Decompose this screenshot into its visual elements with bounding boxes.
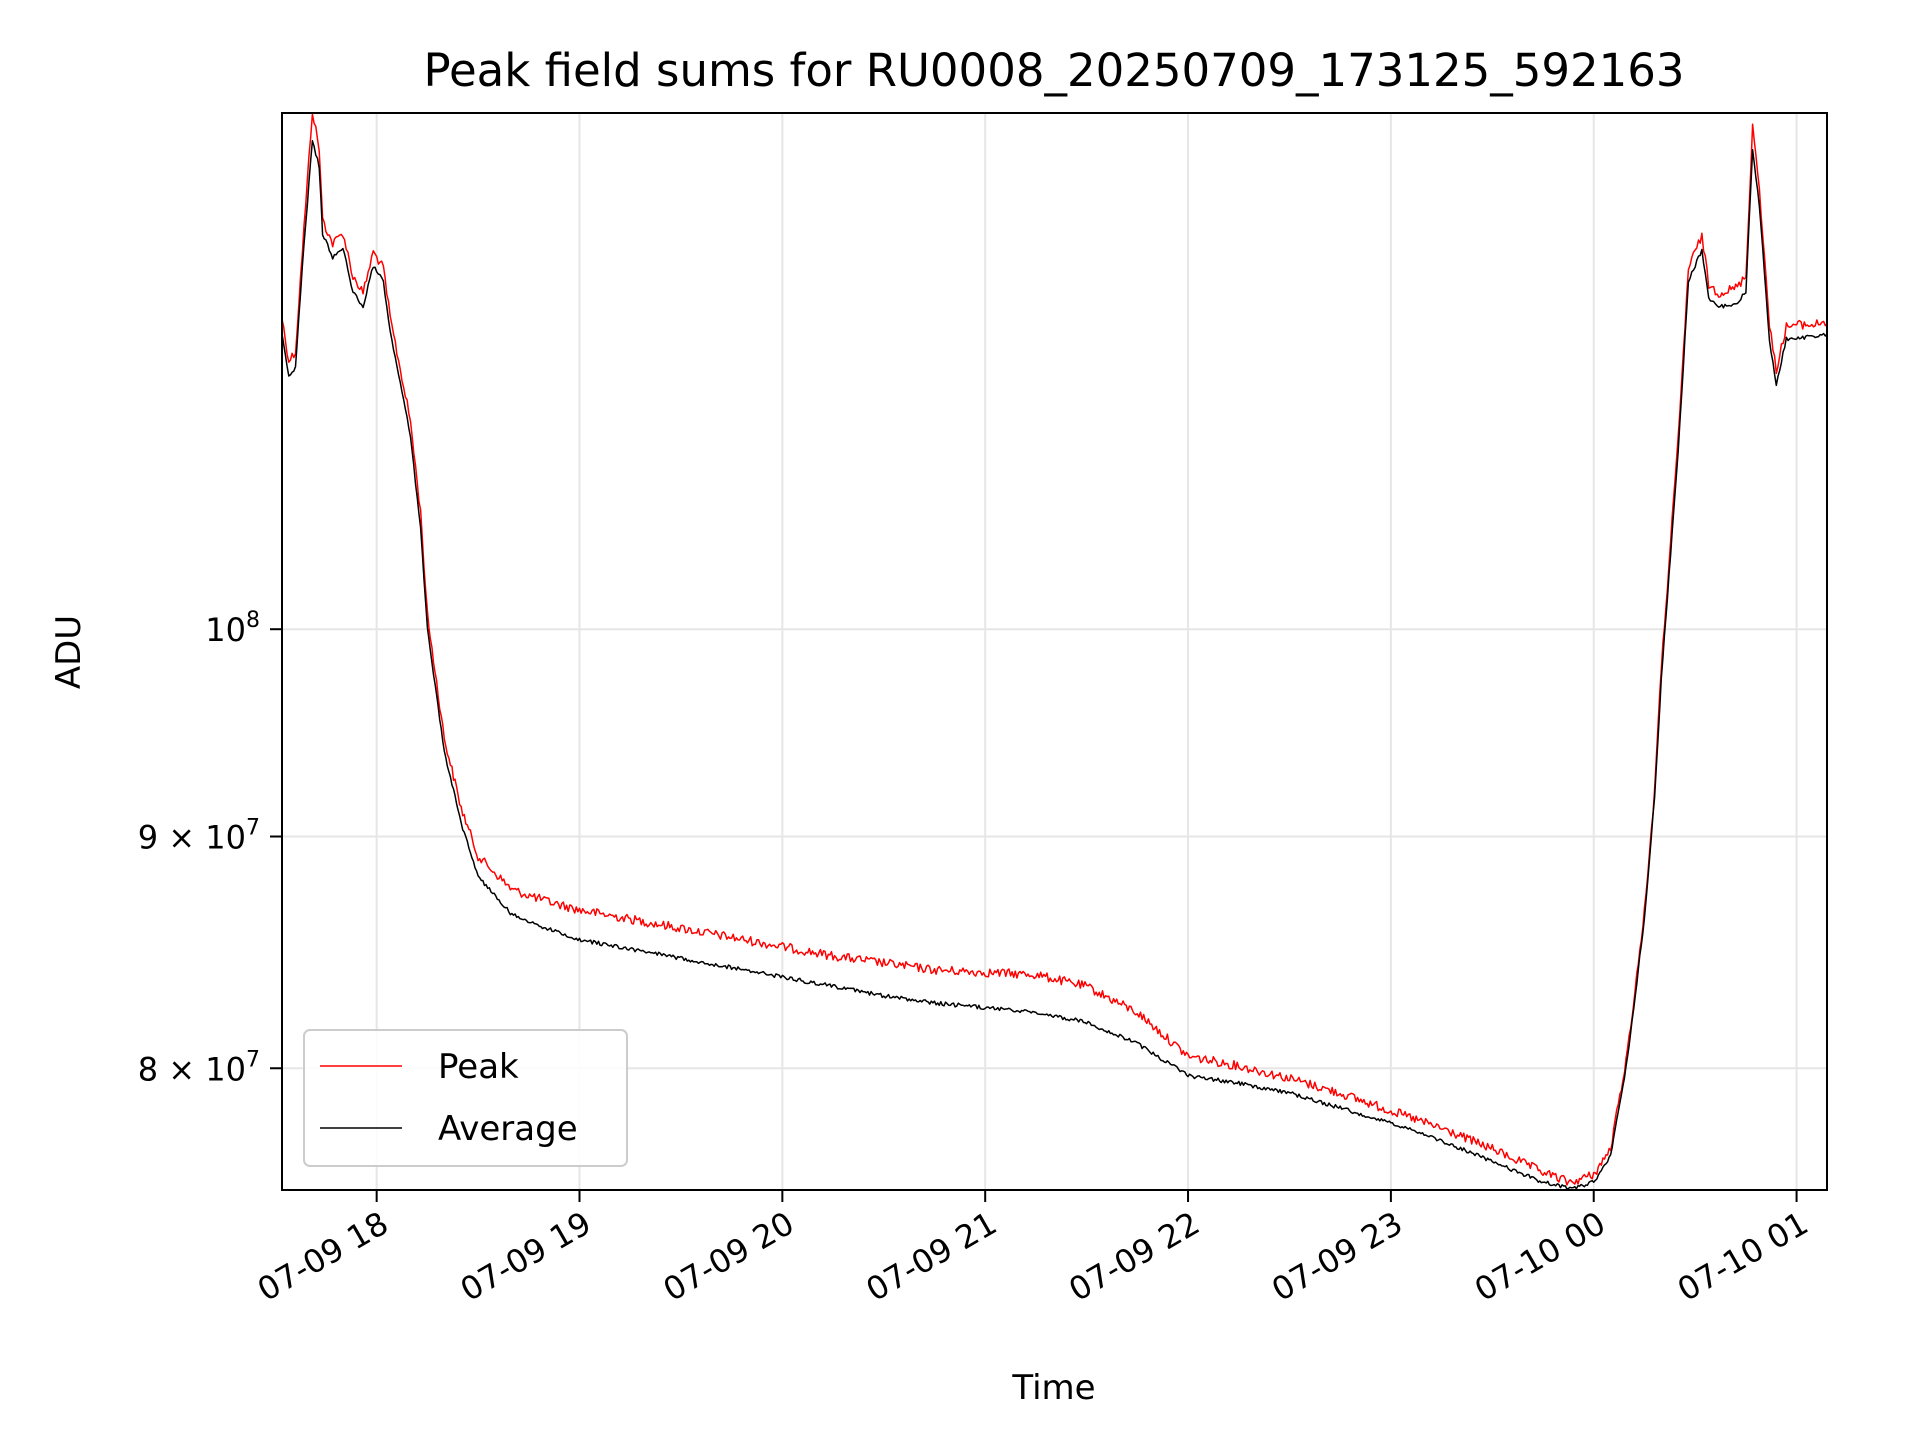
legend: Peak Average — [303, 1029, 628, 1167]
legend-label-peak: Peak — [438, 1047, 519, 1087]
grid — [282, 113, 1827, 1190]
y-tick-exponent: 7 — [246, 1047, 260, 1072]
y-tick-base: 8 × 10 — [138, 1050, 246, 1088]
y-axis-label: ADU — [49, 615, 89, 689]
y-tick-label: 8 × 107 — [138, 1047, 260, 1088]
series-line-peak — [281, 113, 1828, 1186]
legend-label-average: Average — [438, 1109, 578, 1149]
y-tick-base: 9 × 10 — [138, 819, 246, 857]
y-tick-label: 108 — [205, 608, 260, 649]
legend-box — [303, 1029, 628, 1167]
y-tick-exponent: 8 — [246, 608, 260, 633]
y-tick-exponent: 7 — [246, 816, 260, 841]
plot-frame — [281, 112, 1828, 1191]
y-tick-label: 9 × 107 — [138, 816, 260, 857]
x-axis-label: Time — [1011, 1368, 1095, 1408]
y-tick-base: 10 — [205, 611, 246, 649]
chart-title: Peak field sums for RU0008_20250709_1731… — [423, 44, 1684, 97]
